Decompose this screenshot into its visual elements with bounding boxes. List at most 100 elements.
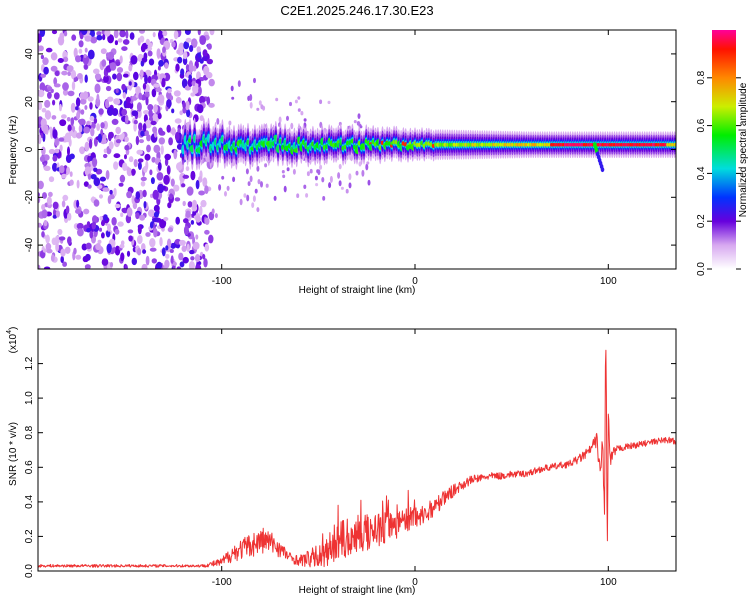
spectrogram-noise-cell bbox=[113, 187, 117, 197]
spectrogram-noise-cell bbox=[150, 120, 157, 126]
spectrogram-noise-cell bbox=[80, 98, 87, 105]
snr-xtick-label: 100 bbox=[600, 577, 617, 588]
spectrogram-scatter-cell bbox=[357, 113, 361, 119]
spectrogram-noise-cell bbox=[135, 191, 141, 200]
spectrogram-noise-cell bbox=[112, 108, 119, 116]
spectrogram-noise-cell bbox=[105, 85, 112, 92]
snr-ytick-label: 1.0 bbox=[24, 391, 35, 405]
spectrogram-noise-cell bbox=[197, 176, 203, 183]
spectrogram-noise-cell bbox=[173, 90, 181, 97]
spectrogram-noise-cell bbox=[158, 127, 163, 136]
snr-axes: -100 0 100 0.0 0.2 0.4 0.6 0.8 1.0 1.2 bbox=[24, 329, 676, 588]
spectrogram-noise-cell bbox=[117, 38, 123, 43]
spectrogram-noise-cell bbox=[160, 145, 164, 155]
spectrogram-noise-cell bbox=[115, 126, 121, 135]
snr-ylabel: SNR (10 * v/v) bbox=[8, 422, 19, 486]
spectrogram-noise-cell bbox=[186, 186, 194, 196]
spectrogram-noise-cell bbox=[171, 41, 176, 48]
spectrogram-noise-cell bbox=[51, 30, 58, 35]
spectrogram-noise-cell bbox=[87, 49, 95, 60]
spectrogram-noise-cell bbox=[139, 35, 145, 43]
spectrogram-noise-cell bbox=[101, 59, 107, 67]
spectrogram-noise-cell bbox=[121, 208, 126, 213]
spectrogram-noise-cell bbox=[208, 234, 214, 244]
spectrogram-noise-cell bbox=[145, 232, 151, 237]
spectrogram-noise-cell bbox=[38, 89, 45, 98]
spectrogram-noise-cell bbox=[170, 178, 175, 187]
spectrogram-noise-cell bbox=[169, 95, 174, 101]
spectrogram-noise-cell bbox=[120, 252, 125, 262]
spectrogram-scatter-cell bbox=[214, 213, 218, 219]
spectrogram-ytick-label: 40 bbox=[24, 48, 35, 60]
spectrogram-noise-cell bbox=[38, 222, 42, 228]
spectrogram-noise-cell bbox=[84, 264, 91, 269]
spectrogram-noise-cell bbox=[144, 74, 148, 85]
spectrogram-noise-cell bbox=[161, 247, 166, 257]
spectrogram-noise-cell bbox=[188, 261, 195, 269]
spectrogram-noise-cell bbox=[64, 31, 68, 37]
spectrogram-scatter-cell bbox=[254, 188, 258, 194]
spectrogram-noise-cell bbox=[61, 173, 67, 179]
snr-series-line bbox=[38, 349, 676, 568]
spectrogram-scatter-cell bbox=[359, 125, 363, 129]
spectrogram-noise-cell bbox=[151, 156, 156, 163]
spectrogram-noise-cell bbox=[66, 166, 71, 175]
spectrogram-noise-cell bbox=[148, 42, 153, 48]
spectrogram-noise-cell bbox=[187, 78, 193, 87]
spectrogram-noise-cell bbox=[208, 78, 215, 87]
spectrogram-noise-cell bbox=[165, 245, 169, 251]
spectrogram-noise-cell bbox=[71, 81, 76, 91]
spectrogram-noise-cell bbox=[197, 30, 201, 36]
spectrogram-noise-cell bbox=[48, 148, 56, 155]
spectrogram-noise-cell bbox=[103, 148, 107, 153]
spectrogram-noise-cell bbox=[184, 85, 191, 91]
spectrogram-noise-cell bbox=[142, 123, 147, 132]
spectrogram-noise-cell bbox=[44, 110, 52, 120]
spectrogram-noise-cell bbox=[138, 92, 143, 100]
spectrogram-noise-cell bbox=[147, 104, 154, 111]
spectrogram-scatter-cell bbox=[296, 193, 300, 198]
spectrogram-noise-cell bbox=[119, 55, 123, 64]
spectrogram-noise-cell bbox=[176, 266, 182, 269]
spectrogram-noise-cell bbox=[99, 227, 102, 232]
spectrogram-scatter-cell bbox=[226, 185, 230, 191]
spectrogram-noise-cell bbox=[125, 102, 132, 109]
spectrogram-noise-cell bbox=[175, 63, 180, 72]
colorbar-tick-label: 0.8 bbox=[696, 70, 707, 84]
spectrogram-scatter-cell bbox=[329, 175, 333, 183]
spectrogram-noise-cell bbox=[85, 242, 92, 250]
spectrogram-noise-cell bbox=[93, 68, 100, 75]
spectrogram-noise-cell bbox=[113, 161, 119, 170]
spectrogram-scatter-cell bbox=[265, 183, 269, 188]
spectrogram-scatter-cell bbox=[319, 99, 323, 105]
spectrogram-noise-cell bbox=[60, 256, 64, 263]
spectrogram-noise-cell bbox=[59, 119, 67, 127]
spectrogram-noise-cell bbox=[76, 199, 80, 208]
spectrogram-noise-cell bbox=[92, 157, 98, 168]
spectrogram-scatter-cell bbox=[286, 115, 289, 121]
spectrogram-noise-cell bbox=[67, 212, 72, 221]
spectrogram-noise-cell bbox=[136, 248, 142, 256]
spectrogram-noise-cell bbox=[38, 102, 43, 111]
spectrogram-noise-cell bbox=[58, 137, 65, 142]
spectrogram-noise-cell bbox=[186, 243, 190, 253]
spectrogram-noise-cell bbox=[130, 55, 138, 65]
spectrogram-noise-cell bbox=[48, 191, 53, 198]
spectrogram-scatter-cell bbox=[249, 94, 253, 101]
spectrogram-noise-cell bbox=[165, 253, 170, 259]
spectrogram-noise-cell bbox=[69, 171, 73, 177]
spectrogram-noise-cell bbox=[137, 158, 144, 163]
spectrogram-noise-cell bbox=[158, 30, 162, 41]
spectrogram-noise-cell bbox=[133, 71, 139, 81]
spectrogram-noise-cell bbox=[121, 46, 128, 51]
spectrogram-noise-cell bbox=[54, 235, 61, 244]
spectrogram-noise-cell bbox=[153, 83, 160, 88]
spectrogram-noise-cell bbox=[87, 173, 92, 180]
spectrogram-noise-cell bbox=[185, 210, 191, 218]
spectrogram-scatter-cell bbox=[306, 171, 310, 177]
spectrogram-noise-cell bbox=[204, 229, 210, 235]
spectrogram-noise-cell bbox=[84, 64, 88, 70]
spectrogram-noise-cell bbox=[62, 194, 69, 201]
spectrogram-scatter-cell bbox=[345, 188, 349, 194]
spectrogram-noise-cell bbox=[176, 49, 181, 55]
